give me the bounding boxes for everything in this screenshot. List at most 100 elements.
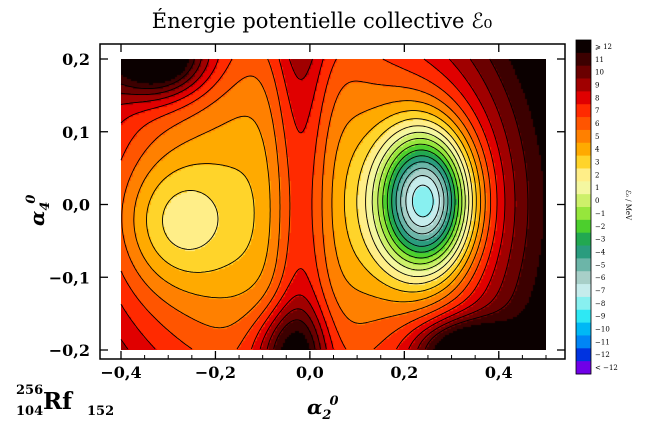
colorbar-tick-label: 3 xyxy=(595,159,599,167)
colorbar-tick-label: −2 xyxy=(595,223,605,231)
colorbar-tick-label: −7 xyxy=(595,287,605,295)
colorbar-tick-label: 7 xyxy=(595,107,599,115)
contour-line xyxy=(405,175,440,227)
colorbar-frame xyxy=(575,39,592,375)
colorbar-swatch xyxy=(576,271,591,285)
colorbar-swatch xyxy=(576,309,591,324)
x-axis-title: α20 xyxy=(307,394,338,423)
contour-line xyxy=(386,149,456,253)
contour-line xyxy=(120,58,516,350)
colorbar-tick-label: −12 xyxy=(595,351,610,359)
contour-line xyxy=(382,143,459,259)
colorbar-tick-label: 8 xyxy=(595,94,599,102)
contour-line xyxy=(400,167,445,235)
x-tick-label: −0,4 xyxy=(100,363,141,382)
element-symbol: Rf xyxy=(43,388,74,415)
contour-line xyxy=(371,131,466,271)
chart-title: Énergie potentielle collective ℰ₀ xyxy=(152,9,492,33)
contour-line xyxy=(365,125,470,278)
x-tick-label: −0,2 xyxy=(195,363,236,382)
x-tick-label: 0,2 xyxy=(390,363,418,382)
x-axis-ticks: −0,4 −0,2 0,0 0,2 0,4 xyxy=(100,44,547,382)
y-axis-label: α40 xyxy=(24,195,53,226)
y-tick-label: −0,2 xyxy=(49,341,90,360)
colorbar-swatch xyxy=(576,335,591,349)
colorbar-swatch xyxy=(576,155,591,169)
colorbar-swatch xyxy=(576,284,591,298)
colorbar-swatch xyxy=(576,117,591,131)
colorbar-tick-label: −6 xyxy=(595,274,606,282)
colorbar-tick-label: 0 xyxy=(595,197,599,205)
colorbar-swatch xyxy=(576,52,591,67)
colorbar-tick-label: −11 xyxy=(595,338,610,346)
colorbar-swatch xyxy=(576,65,591,79)
colorbar: ⩾ 1211109876543210−1−2−3−4−5−6−7−8−9−10−… xyxy=(575,39,618,375)
colorbar-tick-label: −3 xyxy=(595,236,605,244)
nucleus-label: 256 104 Rf 152 xyxy=(16,383,114,419)
y-tick-label: 0,0 xyxy=(62,196,90,215)
colorbar-label: ℰ₀ / MeV xyxy=(624,190,632,221)
colorbar-swatch xyxy=(576,168,591,182)
contour-line xyxy=(120,58,506,350)
x-axis-label: α20 xyxy=(307,394,338,423)
contour-line xyxy=(377,137,463,265)
colorbar-tick-label: 6 xyxy=(595,120,600,128)
colorbar-swatch xyxy=(576,194,591,208)
contour-lines xyxy=(120,58,529,350)
colorbar-swatch xyxy=(576,40,591,54)
colorbar-tick-label: 9 xyxy=(595,81,599,89)
contour-line xyxy=(120,58,529,350)
contour-line xyxy=(162,118,473,285)
contour-line xyxy=(120,58,492,350)
colorbar-tick-label: 5 xyxy=(595,133,599,141)
colorbar-swatch xyxy=(576,91,591,105)
contour-line xyxy=(146,110,477,293)
colorbar-swatch xyxy=(576,219,591,234)
mass-number: 256 xyxy=(16,383,43,398)
contour-line xyxy=(411,184,434,218)
colorbar-swatch xyxy=(576,296,591,311)
contour-line xyxy=(121,75,486,329)
colorbar-tick-label: 2 xyxy=(595,171,599,179)
colorbar-swatch xyxy=(576,181,591,195)
contour-line xyxy=(391,155,453,247)
contour-line xyxy=(133,100,482,303)
x-tick-label: 0,0 xyxy=(296,363,324,382)
colorbar-swatch xyxy=(576,258,591,272)
colorbar-tick-label: 1 xyxy=(595,184,599,192)
neutron-number: 152 xyxy=(87,404,114,419)
contour-line xyxy=(395,161,449,241)
colorbar-swatch xyxy=(576,78,591,92)
colorbar-tick-label: 11 xyxy=(595,56,604,64)
x-tick-label: 0,4 xyxy=(485,363,513,382)
colorbar-tick-label: ⩾ 12 xyxy=(595,43,612,51)
y-axis-title: α40 xyxy=(24,195,53,226)
colorbar-tick-label: −8 xyxy=(595,300,605,308)
colorbar-swatch xyxy=(576,104,591,118)
colorbar-tick-label: −4 xyxy=(595,248,606,256)
y-tick-label: 0,2 xyxy=(62,50,90,69)
atomic-number: 104 xyxy=(16,404,43,419)
colorbar-tick-label: −1 xyxy=(595,210,605,218)
colorbar-swatch xyxy=(576,322,591,336)
colorbar-swatch xyxy=(576,142,591,157)
colorbar-tick-label: 10 xyxy=(595,69,604,77)
colorbar-swatch xyxy=(576,207,591,221)
colorbar-tick-label: 4 xyxy=(595,146,600,154)
energy-heatmap xyxy=(121,59,546,350)
y-axis-ticks: 0,2 0,1 0,0 −0,1 −0,2 xyxy=(49,50,565,360)
colorbar-swatch xyxy=(576,129,591,144)
colorbar-tick-label: −10 xyxy=(595,326,610,334)
colorbar-tick-label: −9 xyxy=(595,313,605,321)
colorbar-tick-label: < −12 xyxy=(595,364,618,372)
y-tick-label: −0,1 xyxy=(49,268,90,287)
y-tick-label: 0,1 xyxy=(62,123,90,142)
colorbar-swatch xyxy=(576,232,591,246)
colorbar-swatch xyxy=(576,245,591,259)
contour-line xyxy=(120,58,498,350)
plot-frame xyxy=(99,43,566,360)
colorbar-tick-label: −5 xyxy=(595,261,605,269)
colorbar-swatch xyxy=(576,348,591,362)
colorbar-swatch xyxy=(576,361,591,375)
